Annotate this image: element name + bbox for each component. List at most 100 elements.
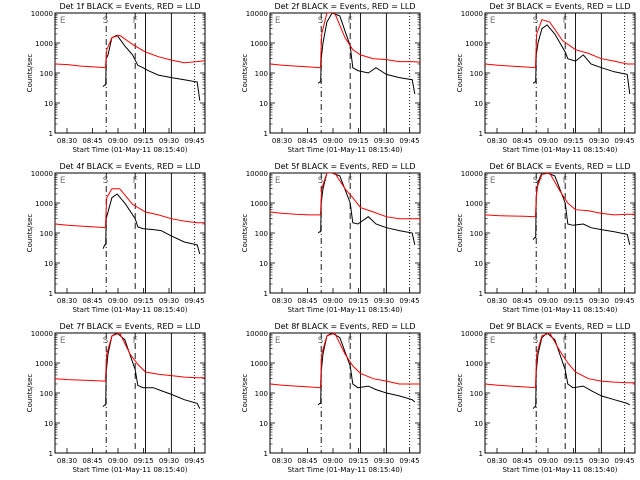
y-tick-label: 100 bbox=[470, 70, 483, 78]
x-tick-label: 09:45 bbox=[399, 457, 419, 465]
state-marker-f: F bbox=[348, 176, 353, 186]
x-tick-label: 09:15 bbox=[563, 137, 583, 145]
x-tick-label: 09:15 bbox=[133, 137, 153, 145]
state-marker-s: S bbox=[103, 336, 109, 346]
x-tick-label: 09:15 bbox=[348, 457, 368, 465]
y-tick-label: 1000 bbox=[35, 360, 53, 368]
state-marker-s: S bbox=[103, 16, 109, 26]
y-tick-label: 1000 bbox=[465, 40, 483, 48]
x-tick-label: 08:45 bbox=[297, 137, 317, 145]
x-axis-label: Start Time (01-May-11 08:15:40) bbox=[287, 466, 402, 474]
panel-title: Det 9f BLACK = Events, RED = LLD bbox=[489, 322, 630, 331]
state-marker-f: F bbox=[133, 16, 138, 26]
y-tick-label: 10000 bbox=[461, 170, 483, 178]
y-tick-label: 1 bbox=[49, 450, 53, 458]
lld-series bbox=[55, 333, 205, 382]
x-tick-label: 09:30 bbox=[589, 137, 609, 145]
x-tick-label: 09:30 bbox=[374, 137, 394, 145]
y-tick-label: 10000 bbox=[461, 330, 483, 338]
state-marker-e: E bbox=[490, 16, 496, 26]
lld-series bbox=[55, 188, 205, 229]
x-tick-label: 09:00 bbox=[108, 297, 128, 305]
state-marker-f: F bbox=[348, 16, 353, 26]
state-marker-e: E bbox=[60, 176, 66, 186]
events-series bbox=[317, 333, 416, 406]
x-tick-label: 09:15 bbox=[133, 457, 153, 465]
x-tick-label: 08:45 bbox=[512, 457, 532, 465]
x-axis-label: Start Time (01-May-11 08:15:40) bbox=[72, 146, 187, 154]
x-axis-label: Start Time (01-May-11 08:15:40) bbox=[287, 146, 402, 154]
y-tick-label: 10 bbox=[474, 420, 483, 428]
lld-series bbox=[55, 34, 205, 69]
x-tick-label: 08:45 bbox=[297, 457, 317, 465]
panel-title: Det 7f BLACK = Events, RED = LLD bbox=[59, 322, 200, 331]
y-tick-label: 1000 bbox=[35, 40, 53, 48]
x-tick-label: 09:00 bbox=[323, 457, 343, 465]
state-marker-e: E bbox=[275, 336, 281, 346]
detector-panel-8: Det 8f BLACK = Events, RED = LLD 1 10 100 10… bbox=[241, 322, 421, 474]
x-tick-label: 09:15 bbox=[348, 137, 368, 145]
lld-series bbox=[485, 333, 635, 389]
y-tick-label: 1 bbox=[479, 290, 483, 298]
panel-title: Det 5f BLACK = Events, RED = LLD bbox=[274, 162, 415, 171]
detector-panel-3: Det 3f BLACK = Events, RED = LLD 1 10 100 10… bbox=[456, 2, 636, 154]
y-tick-label: 10 bbox=[259, 420, 268, 428]
x-tick-label: 09:15 bbox=[563, 457, 583, 465]
x-tick-label: 09:45 bbox=[399, 297, 419, 305]
plot-frame bbox=[54, 12, 206, 134]
x-tick-label: 08:30 bbox=[487, 297, 507, 305]
detector-panel-4: Det 4f BLACK = Events, RED = LLD 1 10 100 10… bbox=[26, 162, 206, 314]
x-tick-label: 08:45 bbox=[82, 457, 102, 465]
state-marker-e: E bbox=[490, 336, 496, 346]
detector-panel-9: Det 9f BLACK = Events, RED = LLD 1 10 100 10… bbox=[456, 322, 636, 474]
y-tick-label: 1 bbox=[264, 290, 268, 298]
y-axis-label: Counts/sec bbox=[26, 374, 34, 413]
state-marker-s: S bbox=[318, 176, 324, 186]
x-tick-label: 08:30 bbox=[57, 457, 77, 465]
y-tick-label: 10 bbox=[44, 260, 53, 268]
state-marker-e: E bbox=[275, 176, 281, 186]
x-tick-label: 09:00 bbox=[538, 297, 558, 305]
y-tick-label: 100 bbox=[40, 70, 53, 78]
x-axis-label: Start Time (01-May-11 08:15:40) bbox=[287, 306, 402, 314]
y-axis-label: Counts/sec bbox=[456, 374, 464, 413]
x-tick-label: 08:45 bbox=[297, 297, 317, 305]
x-tick-label: 09:00 bbox=[323, 297, 343, 305]
y-axis-label: Counts/sec bbox=[26, 54, 34, 93]
x-tick-label: 09:15 bbox=[348, 297, 368, 305]
plot-frame bbox=[54, 172, 206, 294]
x-tick-label: 09:30 bbox=[374, 297, 394, 305]
x-tick-label: 09:30 bbox=[374, 457, 394, 465]
y-tick-label: 10 bbox=[474, 260, 483, 268]
y-tick-label: 10000 bbox=[246, 10, 268, 18]
y-axis-label: Counts/sec bbox=[456, 54, 464, 93]
y-axis-label: Counts/sec bbox=[456, 214, 464, 253]
state-marker-f: F bbox=[133, 176, 138, 186]
x-axis-label: Start Time (01-May-11 08:15:40) bbox=[502, 146, 617, 154]
state-marker-f: F bbox=[348, 336, 353, 346]
y-tick-label: 10 bbox=[259, 260, 268, 268]
x-tick-label: 09:00 bbox=[538, 457, 558, 465]
y-tick-label: 1 bbox=[479, 450, 483, 458]
y-axis-label: Counts/sec bbox=[241, 374, 249, 413]
x-tick-label: 08:30 bbox=[272, 457, 292, 465]
state-marker-e: E bbox=[275, 16, 281, 26]
state-marker-f: F bbox=[563, 176, 568, 186]
y-tick-label: 100 bbox=[255, 230, 268, 238]
events-series bbox=[317, 173, 416, 246]
x-tick-label: 08:30 bbox=[57, 297, 77, 305]
x-tick-label: 09:45 bbox=[184, 297, 204, 305]
events-series bbox=[102, 193, 201, 255]
y-axis-label: Counts/sec bbox=[241, 54, 249, 93]
state-marker-s: S bbox=[318, 16, 324, 26]
events-series bbox=[102, 34, 201, 101]
x-axis-label: Start Time (01-May-11 08:15:40) bbox=[72, 306, 187, 314]
plot-frame bbox=[54, 332, 206, 454]
x-tick-label: 09:00 bbox=[323, 137, 343, 145]
state-marker-e: E bbox=[490, 176, 496, 186]
x-tick-label: 08:45 bbox=[512, 297, 532, 305]
y-tick-label: 10 bbox=[474, 100, 483, 108]
events-series bbox=[532, 333, 631, 410]
x-tick-label: 09:15 bbox=[563, 297, 583, 305]
detector-panel-2: Det 2f BLACK = Events, RED = LLD 1 10 100 10… bbox=[241, 2, 421, 154]
